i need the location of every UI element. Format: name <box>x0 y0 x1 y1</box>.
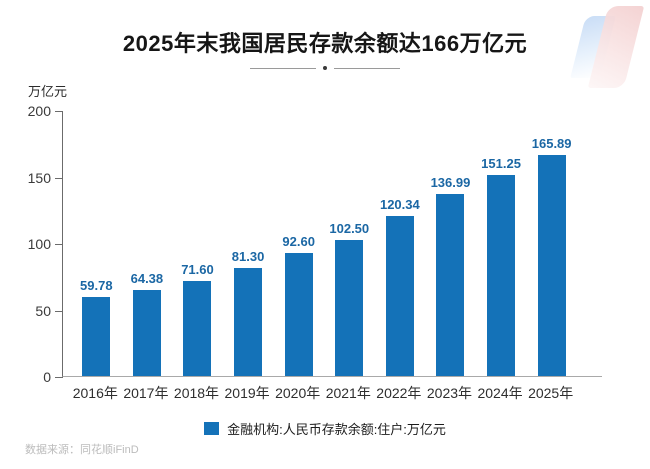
y-tick-mark <box>55 377 63 378</box>
y-axis-unit-label: 万亿元 <box>28 84 68 99</box>
bars-container: 59.78 64.38 71.60 81.30 92.60 102.50 120.34 136… <box>71 111 577 376</box>
x-axis-labels: 2016年 2017年 2018年 2019年 2020年 2021年 2022年 2023年… <box>70 383 576 403</box>
legend-swatch <box>204 422 220 435</box>
bar-value-label: 102.50 <box>329 220 370 236</box>
y-tick-mark <box>55 244 63 245</box>
bar-slot: 59.78 <box>71 111 122 376</box>
bar-slot: 120.34 <box>375 111 426 376</box>
bar-slot: 136.99 <box>425 111 476 376</box>
chart-legend: 金融机构:人民币存款余额:住户:万亿元 <box>0 419 650 438</box>
bar-2020年 <box>284 252 313 376</box>
x-axis-label: 2022年 <box>376 385 422 401</box>
bar-slot: 151.25 <box>476 111 527 376</box>
bar-2025年 <box>537 155 566 376</box>
bar-value-label: 64.38 <box>130 271 164 287</box>
bar-value-label: 71.60 <box>181 261 214 277</box>
divider-line-right <box>334 67 400 69</box>
bar-value-label: 59.78 <box>80 277 113 293</box>
bar-slot: 92.60 <box>273 111 324 376</box>
bar-2022年 <box>385 215 414 376</box>
bar-value-label: 136.99 <box>430 174 471 190</box>
x-axis-label: 2016年 <box>72 385 118 401</box>
x-axis-label: 2024年 <box>477 385 523 401</box>
bar-2018年 <box>183 280 212 376</box>
x-axis-label: 2025年 <box>528 385 574 401</box>
bar-value-label: 151.25 <box>481 155 521 171</box>
y-tick-label: 200 <box>27 103 51 119</box>
y-tick-label: 0 <box>43 369 51 385</box>
plot-area: 0 50 100 150 200 59.78 64.38 71.60 81.30 92.60 10… <box>28 103 602 385</box>
bar-slot: 81.30 <box>223 111 274 376</box>
y-tick-label: 100 <box>27 236 51 252</box>
bar-2019年 <box>234 267 263 376</box>
x-axis-label: 2017年 <box>123 385 169 401</box>
bar-value-label: 120.34 <box>379 196 420 212</box>
x-axis-label: 2023年 <box>426 385 473 401</box>
x-axis-label: 2018年 <box>173 385 220 401</box>
bar-slot: 165.89 <box>526 111 577 376</box>
x-axis-label: 2019年 <box>224 385 270 401</box>
y-tick-mark <box>55 310 63 312</box>
bar-2017年 <box>132 290 161 376</box>
legend-label: 金融机构:人民币存款余额:住户:万亿元 <box>227 422 446 437</box>
y-tick-label: 150 <box>27 169 51 186</box>
bar-value-label: 165.89 <box>531 136 572 152</box>
bar-2016年 <box>82 296 111 376</box>
x-axis-label: 2020年 <box>275 385 321 401</box>
y-tick-mark <box>55 177 63 179</box>
bar-slot: 71.60 <box>172 111 223 376</box>
divider-line-left <box>250 67 316 69</box>
title-divider <box>0 66 650 70</box>
bar-slot: 102.50 <box>324 111 375 376</box>
bar-2024年 <box>487 174 516 376</box>
y-tick-label: 50 <box>35 302 51 319</box>
bar-value-label: 92.60 <box>282 233 315 249</box>
bar-2023年 <box>436 193 465 376</box>
y-tick-mark <box>55 111 63 112</box>
bar-slot: 64.38 <box>122 111 173 376</box>
chart-title: 2025年末我国居民存款余额达166万亿元 <box>122 31 528 56</box>
bar-2021年 <box>335 239 364 376</box>
divider-dot <box>323 66 327 70</box>
data-source: 数据来源：同花顺iFinD <box>25 444 139 456</box>
bar-value-label: 81.30 <box>231 248 265 264</box>
x-axis-label: 2021年 <box>325 385 371 401</box>
